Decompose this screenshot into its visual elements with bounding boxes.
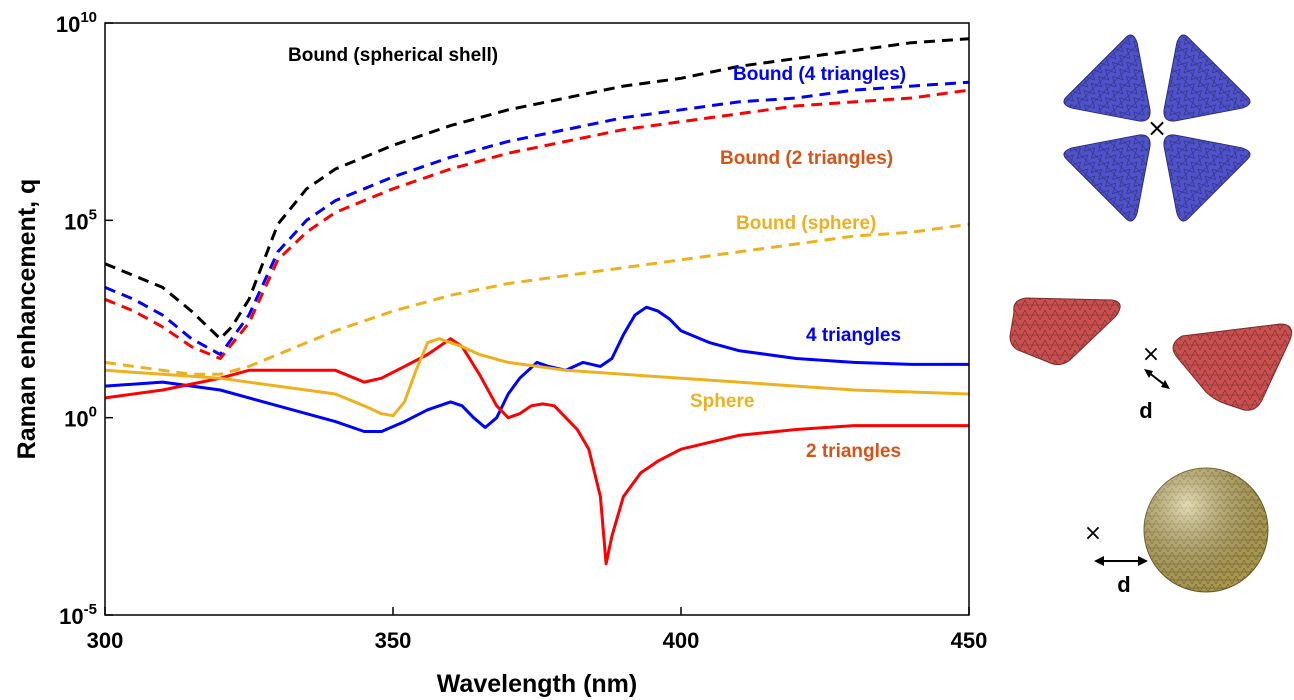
x-tick-label: 450 [951,628,988,653]
x-tick-label: 400 [663,628,700,653]
annotation-layer: Bound (spherical shell) Bound (4 triangl… [288,45,906,462]
x-tick-label: 300 [87,628,124,653]
series-line-sphere [104,337,970,418]
hotspot-marker-2: × [1142,342,1160,367]
y-tick-label: 10-5 [59,601,97,629]
label-bound-4-triangles: Bound (4 triangles) [733,64,906,85]
tick-layer: 300 350 400 450 10-5 100 105 1010 [56,9,988,653]
hotspot-marker-1: × [1147,114,1167,142]
inset-four-triangles: × [1063,34,1251,222]
series-line-bound-sphere [104,222,970,376]
label-bound-spherical-shell: Bound (spherical shell) [288,45,498,66]
label-4-triangles: 4 triangles [806,325,901,346]
inset-sphere: × d [1084,467,1269,597]
series-line-2-triangles [104,337,969,566]
x-tick-label: 350 [375,628,412,653]
hotspot-marker-3: × [1084,521,1102,546]
label-sphere: Sphere [690,391,754,412]
series-line-bound-spherical-shell [104,37,970,341]
distance-label-3: d [1117,572,1130,597]
y-tick-label: 105 [64,206,97,234]
label-2-triangles: 2 triangles [806,441,901,462]
series-line-bound-4-triangles [104,80,970,356]
y-tick-label: 100 [64,404,97,432]
y-tick-label: 1010 [56,9,97,37]
label-bound-2-triangles: Bound (2 triangles) [720,148,893,169]
y-axis-title: Raman enhancement, q [13,179,41,460]
series-layer [104,37,970,566]
inset-two-triangles: × d [1009,297,1293,423]
axes-frame [104,22,970,616]
distance-label-2: d [1139,398,1152,423]
series-line-4-triangles [104,305,969,433]
x-axis-title: Wavelength (nm) [437,670,637,698]
label-bound-sphere: Bound (sphere) [736,213,876,234]
plot-area: 300 350 400 450 10-5 100 105 1010 [56,9,988,653]
